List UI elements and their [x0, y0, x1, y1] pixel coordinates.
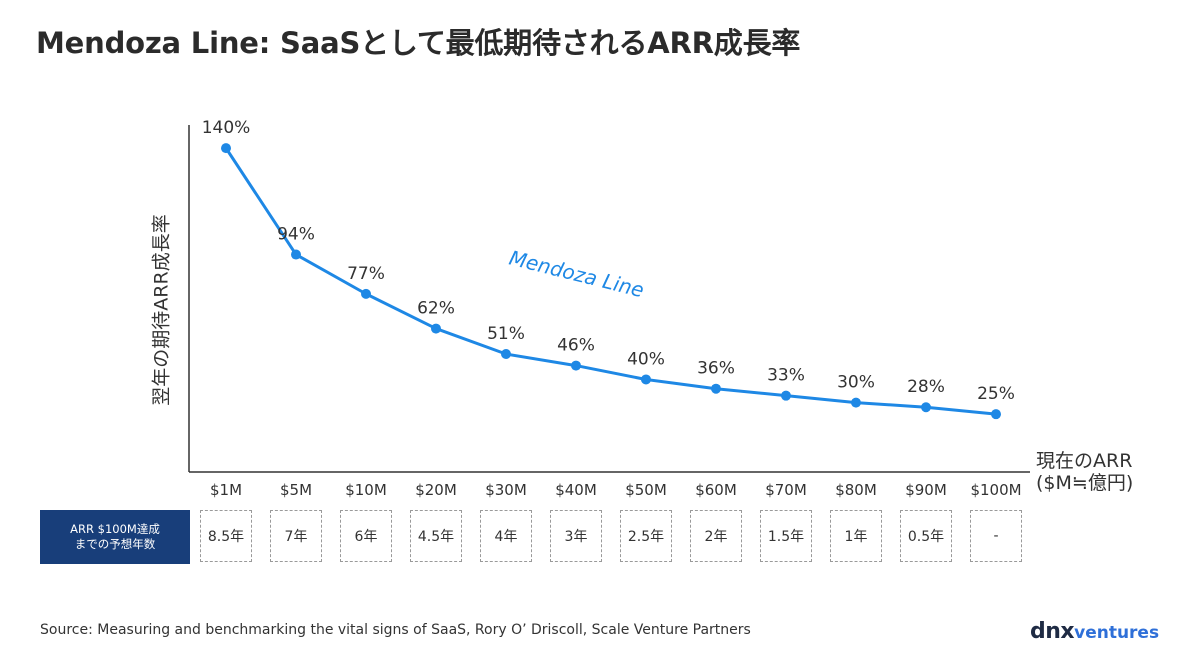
data-point	[641, 374, 651, 385]
data-point	[851, 397, 861, 408]
years-cell: 1年	[830, 510, 882, 562]
data-label: 140%	[202, 118, 251, 138]
years-cell: 4年	[480, 510, 532, 562]
data-label: 33%	[767, 366, 805, 386]
years-cell: 2.5年	[620, 510, 672, 562]
x-tick-label: $40M	[555, 481, 597, 499]
data-point	[991, 409, 1001, 420]
series-name-label: Mendoza Line	[507, 246, 647, 303]
years-row-label-line2: までの予想年数	[74, 537, 156, 551]
data-label: 77%	[347, 264, 385, 284]
data-label: 94%	[277, 225, 315, 245]
data-label: 36%	[697, 359, 735, 379]
data-point	[221, 143, 231, 154]
source-note: Source: Measuring and benchmarking the v…	[40, 622, 751, 638]
data-point	[291, 249, 301, 260]
data-label: 62%	[417, 299, 455, 319]
x-tick-label: $1M	[210, 481, 242, 499]
years-cell: 4.5年	[410, 510, 462, 562]
growth-chart: 140% 94% 77% 62% 51% 46% 40% 36% 33% 30% 28% 25% Men…	[188, 118, 1030, 499]
y-axis-label: 翌年の期待ARR成長率	[150, 214, 173, 406]
years-row-label: ARR $100M達成 までの予想年数	[40, 510, 190, 564]
years-cell: 3年	[550, 510, 602, 562]
data-label: 25%	[977, 384, 1015, 404]
data-point	[781, 390, 791, 401]
series-line	[224, 147, 997, 416]
logo-part1: dnx	[1030, 619, 1075, 644]
logo-part2: ventures	[1074, 623, 1160, 643]
data-point	[921, 402, 931, 413]
x-tick-label: $60M	[695, 481, 737, 499]
x-tick-label: $100M	[970, 481, 1021, 499]
data-label: 40%	[627, 349, 665, 369]
data-label: 30%	[837, 373, 875, 393]
x-tick-label: $70M	[765, 481, 807, 499]
x-axis-label-line2: ($M≒億円)	[1036, 472, 1134, 494]
x-axis-label: 現在のARR ($M≒億円)	[1036, 450, 1133, 494]
x-tick-label: $90M	[905, 481, 947, 499]
page-title: Mendoza Line: SaaSとして最低期待されるARR成長率	[36, 26, 801, 60]
x-tick-label: $30M	[485, 481, 527, 499]
x-tick-label: $50M	[625, 481, 667, 499]
years-cell: 2年	[690, 510, 742, 562]
x-tick-label: $20M	[415, 481, 457, 499]
years-row-label-line1: ARR $100M達成	[70, 522, 160, 536]
data-label: 28%	[907, 377, 945, 397]
x-tick-label: $5M	[280, 481, 312, 499]
data-point	[431, 323, 441, 334]
data-point	[711, 383, 721, 394]
data-label: 51%	[487, 324, 525, 344]
data-point	[361, 288, 371, 299]
data-label: 46%	[557, 336, 595, 356]
years-cell: 6年	[340, 510, 392, 562]
years-cell: 0.5年	[900, 510, 952, 562]
years-cell: 7年	[270, 510, 322, 562]
data-point	[571, 360, 581, 371]
years-cell: 8.5年	[200, 510, 252, 562]
x-axis-label-line1: 現在のARR	[1036, 450, 1133, 472]
years-cell: 1.5年	[760, 510, 812, 562]
x-tick-label: $10M	[345, 481, 387, 499]
x-tick-label: $80M	[835, 481, 877, 499]
years-cell: -	[970, 510, 1022, 562]
company-logo: dnxventures	[1030, 619, 1159, 644]
data-point	[501, 349, 511, 360]
